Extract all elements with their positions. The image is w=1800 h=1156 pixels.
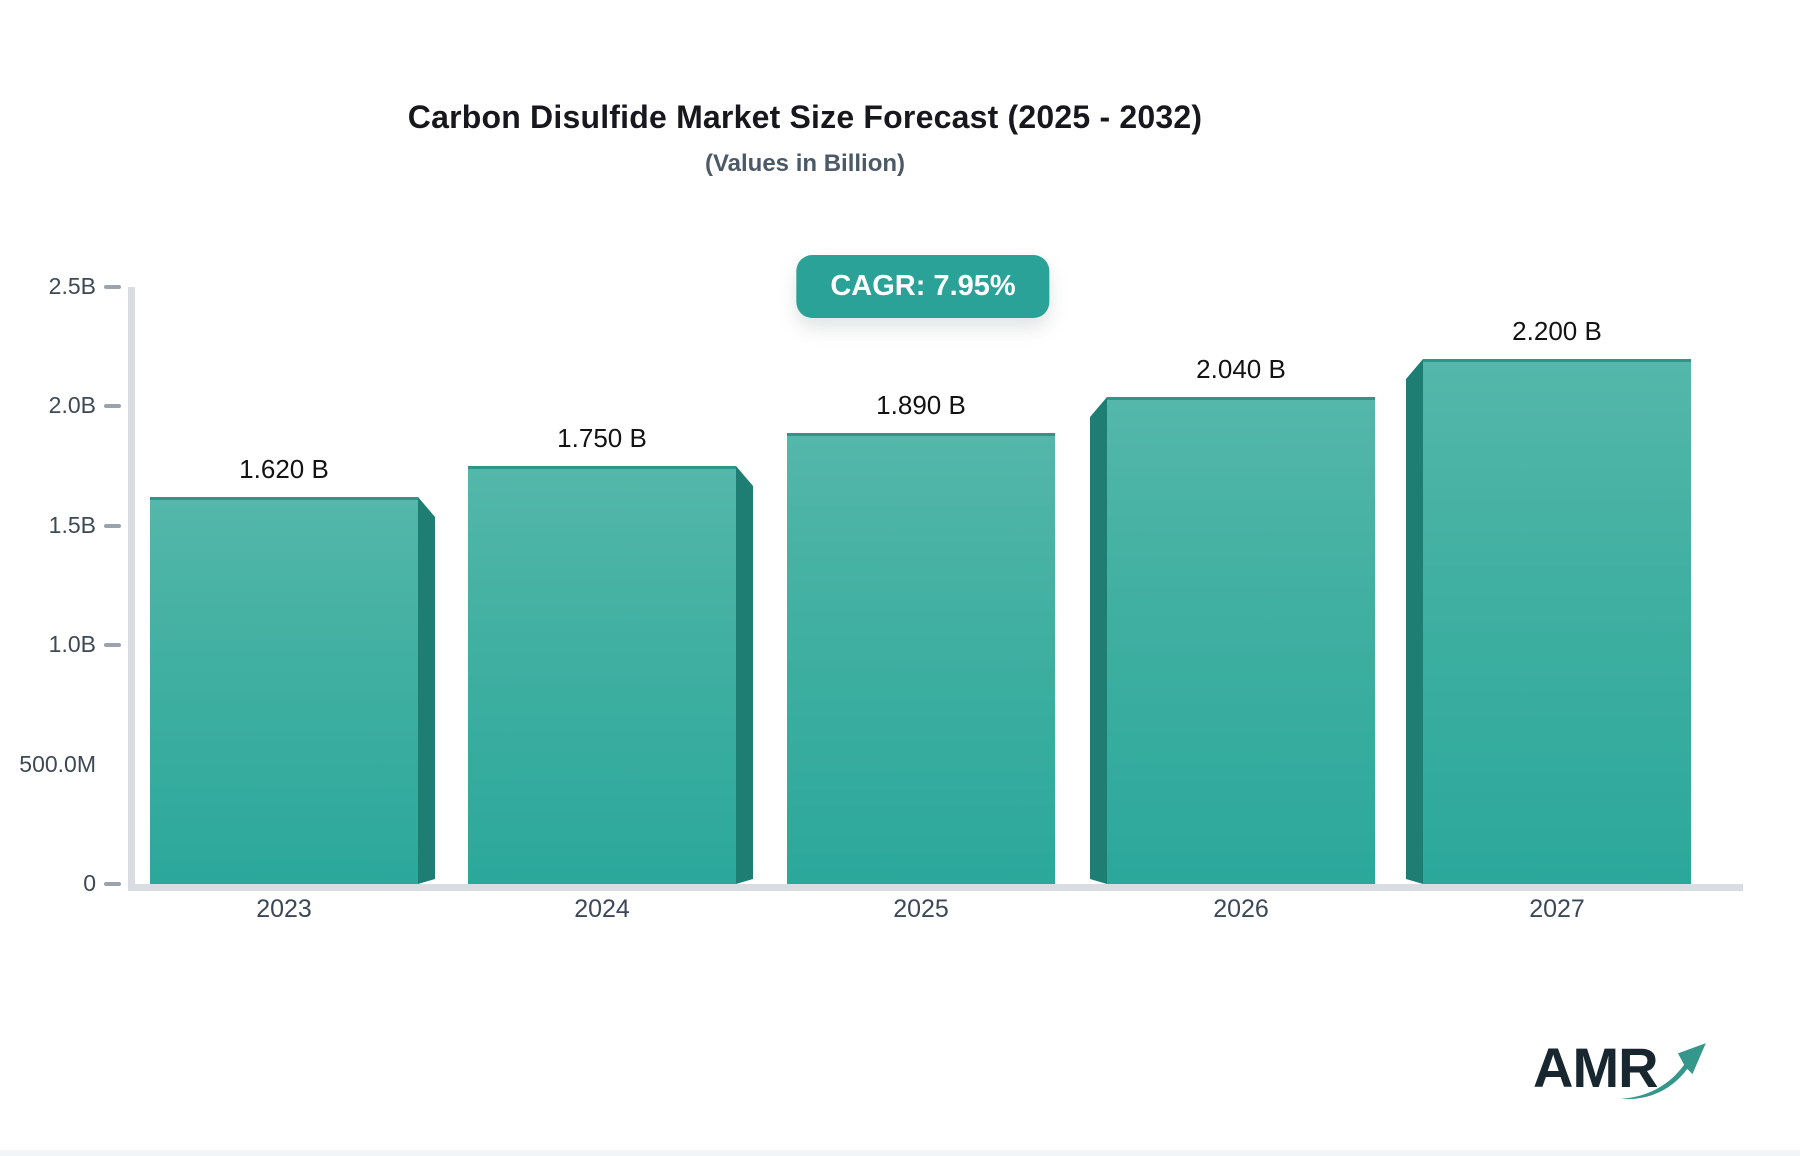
y-axis-line xyxy=(128,287,135,891)
bar-group-2027: 2.200 B 2027 xyxy=(1423,287,1691,923)
y-axis-tick-dash xyxy=(104,404,121,408)
y-axis-tick-dash xyxy=(104,285,121,289)
y-axis-tick-label: 1.5B xyxy=(48,512,96,538)
x-axis-label-2025: 2025 xyxy=(893,895,949,923)
bar-3d-side xyxy=(1406,359,1423,884)
bar-group-2026: 2.040 B 2026 xyxy=(1107,287,1375,923)
x-axis-line xyxy=(128,884,1743,891)
bar-group-2024: 1.750 B 2024 xyxy=(468,287,736,923)
bar-value-label: 2.200 B xyxy=(1512,316,1602,346)
bar-3d-side xyxy=(736,466,753,884)
amr-logo: AMR xyxy=(1533,1036,1713,1108)
y-axis-tick-label: 0 xyxy=(83,870,96,896)
chart-title: Carbon Disulfide Market Size Forecast (2… xyxy=(407,99,1203,135)
bar-2025[interactable] xyxy=(787,433,1055,884)
x-axis-label-2023: 2023 xyxy=(256,895,312,923)
bar-value-label: 1.750 B xyxy=(557,423,647,453)
bar-value-label: 2.040 B xyxy=(1196,354,1286,384)
y-axis-tick-dash xyxy=(104,643,121,647)
x-axis-label-2024: 2024 xyxy=(574,895,630,923)
bar-3d-side xyxy=(418,497,435,884)
bar-group-2023: 1.620 B 2023 xyxy=(150,287,418,923)
x-axis-label-2026: 2026 xyxy=(1213,895,1269,923)
amr-logo-text: AMR xyxy=(1533,1036,1659,1099)
y-axis-tick-dash xyxy=(104,882,121,886)
growth-arrow-icon xyxy=(1621,1043,1706,1100)
y-axis-tick-label: 500.0M xyxy=(19,751,96,777)
y-axis-tick-dash xyxy=(104,524,121,528)
bar-2027[interactable] xyxy=(1423,359,1691,884)
x-axis-label-2027: 2027 xyxy=(1529,895,1585,923)
bar-value-label: 1.890 B xyxy=(876,390,966,420)
bar-2026[interactable] xyxy=(1107,397,1375,884)
bar-2024[interactable] xyxy=(468,466,736,884)
chart-subtitle: (Values in Billion) xyxy=(704,150,906,177)
cagr-badge: CAGR: 7.95% xyxy=(796,255,1050,318)
plot-area: 1.620 B 2023 1.750 B 2024 1.890 B 2025 2… xyxy=(0,287,1800,923)
y-axis-tick-label: 2.5B xyxy=(48,273,96,299)
bar-value-label: 1.620 B xyxy=(239,454,329,484)
bar-2023[interactable] xyxy=(150,497,418,884)
bar-group-2025: 1.890 B 2025 xyxy=(787,287,1055,923)
y-axis-tick-label: 2.0B xyxy=(48,392,96,418)
bar-3d-side xyxy=(1090,397,1107,884)
y-axis: 2.5B 2.0B 1.5B 1.0B 500.0M 0 xyxy=(0,0,130,1156)
y-axis-tick-label: 1.0B xyxy=(48,631,96,657)
footer-strip xyxy=(0,1150,1800,1156)
